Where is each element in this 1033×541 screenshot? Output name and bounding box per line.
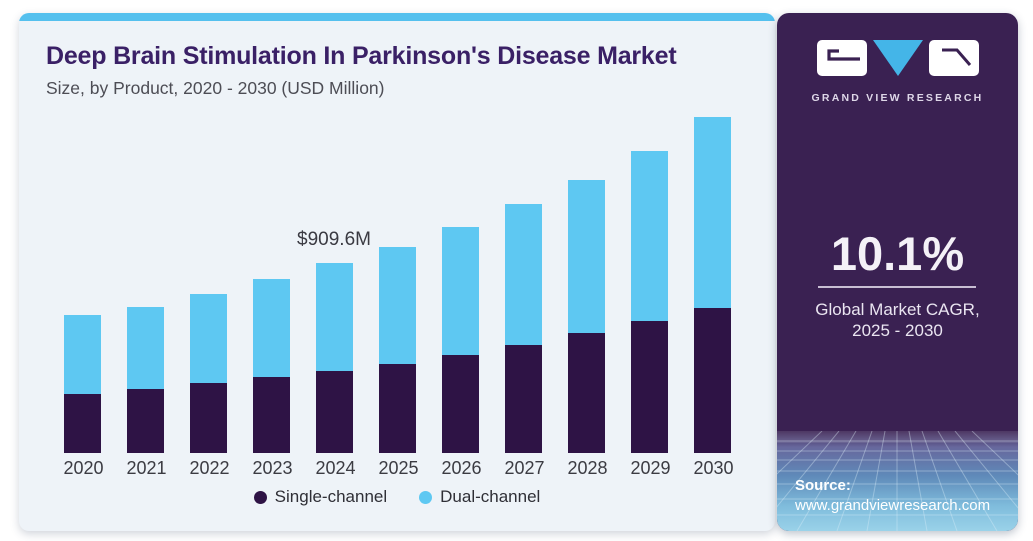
source-attribution: Source: www.grandviewresearch.com xyxy=(795,477,990,515)
grid-mesh-icon xyxy=(777,431,1018,531)
cagr-value: 10.1% xyxy=(830,227,965,280)
bar-2022 xyxy=(189,294,227,453)
chart-title: Deep Brain Stimulation In Parkinson's Di… xyxy=(46,42,677,70)
bar-2025 xyxy=(378,246,416,453)
legend-dot-icon xyxy=(419,490,433,504)
x-tick-2026: 2026 xyxy=(441,458,482,479)
source-url[interactable]: www.grandviewresearch.com xyxy=(795,496,991,514)
stat-divider xyxy=(818,286,977,288)
bar-segment-single-channel-2025 xyxy=(378,363,416,453)
x-tick-2023: 2023 xyxy=(252,458,293,479)
x-tick-2021: 2021 xyxy=(126,458,167,479)
brand-name: GRAND VIEW RESEARCH xyxy=(811,92,984,104)
x-tick-2022: 2022 xyxy=(189,458,230,479)
layout: Deep Brain Stimulation In Parkinson's Di… xyxy=(19,13,1018,531)
bar-segment-single-channel-2029 xyxy=(630,320,668,453)
bar-2020 xyxy=(63,314,101,453)
bar-segment-dual-channel-2027 xyxy=(504,204,542,346)
bar-segment-dual-channel-2022 xyxy=(189,294,227,384)
bar-segment-dual-channel-2030 xyxy=(693,117,731,309)
x-tick-2024: 2024 xyxy=(315,458,356,479)
chart-subtitle: Size, by Product, 2020 - 2030 (USD Milli… xyxy=(46,77,385,98)
gvr-logo-icon xyxy=(816,40,979,76)
x-tick-2025: 2025 xyxy=(378,458,419,479)
bar-segment-dual-channel-2025 xyxy=(378,246,416,364)
source-label: Source: xyxy=(795,476,851,494)
cagr-label-line1: Global Market CAGR, xyxy=(815,300,980,319)
bar-segment-single-channel-2030 xyxy=(693,308,731,453)
stacked-bars-area: $909.6M xyxy=(19,117,775,453)
card-header: Deep Brain Stimulation In Parkinson's Di… xyxy=(19,21,775,99)
bar-segment-single-channel-2026 xyxy=(441,354,479,453)
bar-2028 xyxy=(567,179,605,453)
bar-2026 xyxy=(441,226,479,453)
card-top-accent-bar xyxy=(19,13,775,21)
bar-2027 xyxy=(504,204,542,453)
chart-card: Deep Brain Stimulation In Parkinson's Di… xyxy=(19,13,775,531)
bar-segment-single-channel-2027 xyxy=(504,345,542,453)
cagr-stat: 10.1% Global Market CAGR, 2025 - 2030 xyxy=(815,230,979,342)
x-tick-2020: 2020 xyxy=(63,458,104,479)
legend-item-single-channel: Single-channel xyxy=(253,487,388,507)
bar-segment-dual-channel-2021 xyxy=(126,307,164,389)
x-tick-2027: 2027 xyxy=(504,458,545,479)
bar-segment-single-channel-2023 xyxy=(252,377,290,453)
bar-2029 xyxy=(630,150,668,453)
perspective-grid-decoration xyxy=(777,431,1018,531)
bar-segment-single-channel-2024 xyxy=(315,370,353,453)
x-axis-labels: 2020 2021 2022 2023 2024 2025 2026 2027 2028 2029… xyxy=(19,458,775,479)
cagr-label-line2: 2025 - 2030 xyxy=(852,321,943,341)
bar-segment-single-channel-2022 xyxy=(189,383,227,453)
x-tick-2030: 2030 xyxy=(693,458,734,479)
bar-segment-single-channel-2028 xyxy=(567,332,605,453)
bar-segment-single-channel-2021 xyxy=(126,388,164,453)
bar-2021 xyxy=(126,307,164,453)
bar-2030 xyxy=(693,117,731,453)
bar-2024: $909.6M xyxy=(297,229,371,453)
legend-label: Single-channel xyxy=(274,487,388,506)
bar-segment-dual-channel-2023 xyxy=(252,279,290,378)
brand-panel: GRAND VIEW RESEARCH 10.1% Global Market … xyxy=(777,13,1018,531)
bar-segment-dual-channel-2024 xyxy=(315,263,353,371)
legend-label: Dual-channel xyxy=(440,487,541,506)
chart-legend: Single-channel Dual-channel xyxy=(19,487,775,507)
gvr-logo: GRAND VIEW RESEARCH xyxy=(812,38,984,104)
bar-segment-dual-channel-2029 xyxy=(630,150,668,321)
legend-item-dual-channel: Dual-channel xyxy=(419,487,540,507)
bar-segment-dual-channel-2026 xyxy=(441,226,479,355)
legend-dot-icon xyxy=(253,490,267,504)
bar-2023 xyxy=(252,279,290,453)
bar-segment-dual-channel-2028 xyxy=(567,179,605,333)
x-tick-2029: 2029 xyxy=(630,458,671,479)
bar-segment-dual-channel-2020 xyxy=(63,314,101,395)
bar-value-annotation: $909.6M xyxy=(297,229,371,251)
x-tick-2028: 2028 xyxy=(567,458,608,479)
bar-segment-single-channel-2020 xyxy=(63,394,101,453)
